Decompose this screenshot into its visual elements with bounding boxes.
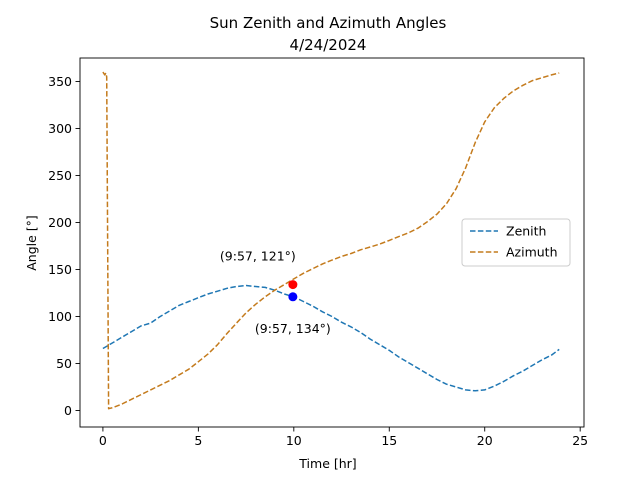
x-tick-label: 0 xyxy=(99,433,107,448)
y-axis-label: Angle [°] xyxy=(24,215,39,271)
y-tick-label: 150 xyxy=(48,262,72,277)
marker-annotation-1: (9:57, 134°) xyxy=(255,321,331,336)
y-tick-label: 0 xyxy=(64,403,72,418)
y-tick-label: 100 xyxy=(48,309,72,324)
x-tick-label: 5 xyxy=(194,433,202,448)
y-tick-label: 250 xyxy=(48,168,72,183)
x-tick-label: 10 xyxy=(286,433,302,448)
y-tick-label: 300 xyxy=(48,121,72,136)
y-tick-label: 50 xyxy=(56,356,72,371)
y-tick-label: 200 xyxy=(48,215,72,230)
x-tick-label: 15 xyxy=(381,433,397,448)
legend-label-zenith: Zenith xyxy=(506,224,546,239)
y-tick-label: 350 xyxy=(48,74,72,89)
chart-title: Sun Zenith and Azimuth Angles xyxy=(210,14,447,32)
x-tick-label: 25 xyxy=(572,433,588,448)
series-line-zenith xyxy=(102,284,560,392)
x-tick-label: 20 xyxy=(477,433,493,448)
marker-annotation-2: (9:57, 121°) xyxy=(220,249,296,264)
legend: Zenith Azimuth xyxy=(461,218,571,267)
series-line-azimuth xyxy=(102,71,560,410)
x-axis-label: Time [hr] xyxy=(298,456,356,471)
chart-subtitle: 4/24/2024 xyxy=(290,36,367,54)
marker-point-2 xyxy=(288,280,298,290)
legend-label-azimuth: Azimuth xyxy=(506,245,558,260)
plot-frame xyxy=(79,57,585,428)
marker-point-1 xyxy=(288,292,298,302)
plot-area: (9:57, 134°) (9:57, 121°) xyxy=(102,71,560,410)
